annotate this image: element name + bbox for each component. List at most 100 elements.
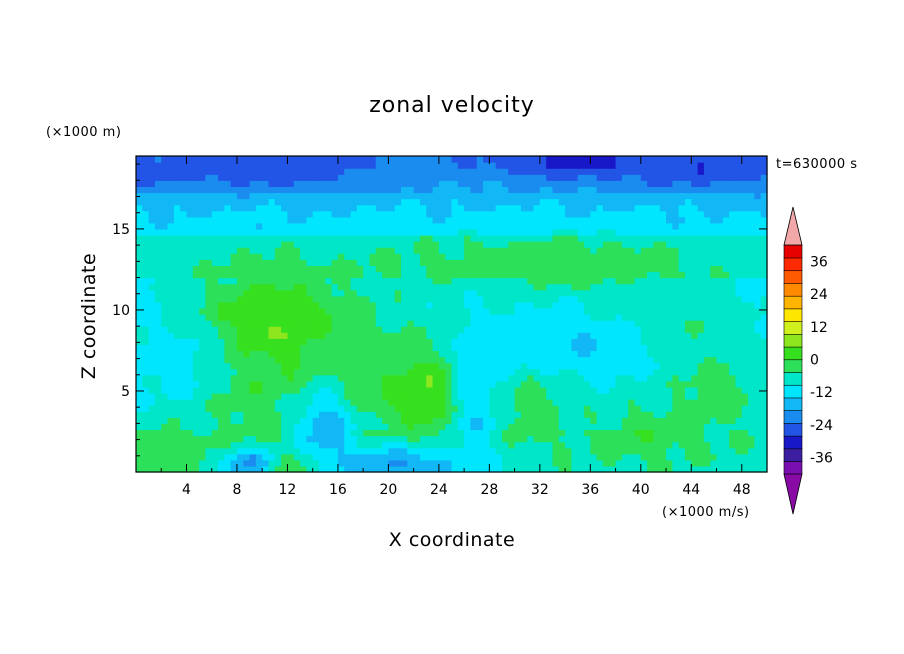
heat-cell xyxy=(375,338,383,345)
heat-cell xyxy=(300,459,307,467)
heat-cell xyxy=(388,368,396,376)
heat-cell xyxy=(634,344,642,352)
heat-cell xyxy=(710,380,718,388)
heat-cell xyxy=(464,399,472,406)
heat-cell xyxy=(754,459,762,467)
heat-cell xyxy=(186,332,194,339)
heat-cell xyxy=(710,307,718,315)
heat-cell xyxy=(571,350,579,358)
heat-cell xyxy=(508,435,516,443)
heat-cell xyxy=(401,283,408,291)
heat-cell xyxy=(268,374,276,382)
heat-cell xyxy=(476,380,484,388)
heat-cell xyxy=(375,332,383,339)
heat-cell xyxy=(470,368,478,376)
heat-cell xyxy=(382,429,389,437)
heat-cell xyxy=(363,423,371,431)
heat-cell xyxy=(703,350,711,358)
heat-cell xyxy=(565,465,572,473)
heat-cell xyxy=(173,210,181,218)
heat-cell xyxy=(281,338,289,345)
heat-cell xyxy=(602,301,610,309)
heat-cell xyxy=(211,265,219,273)
heat-cell xyxy=(413,320,421,327)
heat-cell xyxy=(205,362,213,370)
heat-cell xyxy=(274,241,282,248)
heat-cell xyxy=(312,186,320,194)
heat-cell xyxy=(489,235,497,242)
heat-cell xyxy=(628,411,636,418)
heat-cell xyxy=(659,338,667,345)
heat-cell xyxy=(546,295,554,303)
heat-cell xyxy=(186,235,194,242)
heat-cell xyxy=(527,435,535,443)
heat-cell xyxy=(647,332,655,339)
heat-cell xyxy=(754,289,762,297)
heat-cell xyxy=(640,174,648,181)
heat-cell xyxy=(501,198,509,206)
heat-cell xyxy=(760,447,768,455)
heat-cell xyxy=(148,326,156,333)
heat-cell xyxy=(741,216,749,224)
heat-cell xyxy=(602,289,610,297)
heat-cell xyxy=(615,198,623,206)
heat-cell xyxy=(678,405,686,412)
heat-cell xyxy=(230,429,238,437)
heat-cell xyxy=(602,405,610,412)
heat-cell xyxy=(363,447,371,455)
heat-cell xyxy=(508,259,516,266)
heat-cell xyxy=(287,332,295,339)
heat-cell xyxy=(666,289,673,297)
heat-cell xyxy=(388,168,396,175)
heat-cell xyxy=(148,265,156,273)
heat-cell xyxy=(716,417,724,424)
heat-cell xyxy=(735,192,743,200)
heat-cell xyxy=(407,259,415,266)
heat-cell xyxy=(741,411,749,418)
heat-cell xyxy=(337,441,345,449)
heat-cell xyxy=(596,350,604,358)
heat-cell xyxy=(470,320,478,327)
heat-cell xyxy=(218,344,225,352)
heat-cell xyxy=(419,368,427,376)
heat-cell xyxy=(173,283,181,291)
heat-cell xyxy=(300,265,307,273)
heat-cell xyxy=(356,235,364,242)
heat-cell xyxy=(243,374,251,382)
heat-cell xyxy=(287,180,295,187)
heat-cell xyxy=(136,453,143,461)
heat-cell xyxy=(211,429,219,437)
heat-cell xyxy=(136,222,143,230)
heat-cell xyxy=(344,368,352,376)
heat-cell xyxy=(729,174,737,181)
heat-cell xyxy=(375,417,383,424)
heat-cell xyxy=(464,314,472,321)
heat-cell xyxy=(584,435,591,443)
heat-cell xyxy=(438,314,446,321)
heat-cell xyxy=(678,344,686,352)
heat-cell xyxy=(748,332,755,339)
heat-cell xyxy=(161,222,169,230)
heat-cell xyxy=(760,314,768,321)
heat-cell xyxy=(678,283,686,291)
heat-cell xyxy=(754,204,762,212)
heat-cell xyxy=(426,259,434,266)
heat-cell xyxy=(255,289,263,297)
heat-cell xyxy=(236,192,244,200)
heat-cell xyxy=(211,295,219,303)
heat-cell xyxy=(407,338,415,345)
heat-cell xyxy=(249,447,257,455)
heat-cell xyxy=(445,429,453,437)
heat-cell xyxy=(331,295,339,303)
heat-cell xyxy=(666,301,673,309)
heat-cell xyxy=(243,222,251,230)
heat-cell xyxy=(691,320,699,327)
heat-cell xyxy=(154,186,162,194)
heat-cell xyxy=(192,174,200,181)
heat-cell xyxy=(584,338,591,345)
heat-cell xyxy=(401,465,408,473)
heat-cell xyxy=(703,174,711,181)
heat-cell xyxy=(293,186,301,194)
heat-cell xyxy=(748,459,755,467)
heat-cell xyxy=(438,204,446,212)
